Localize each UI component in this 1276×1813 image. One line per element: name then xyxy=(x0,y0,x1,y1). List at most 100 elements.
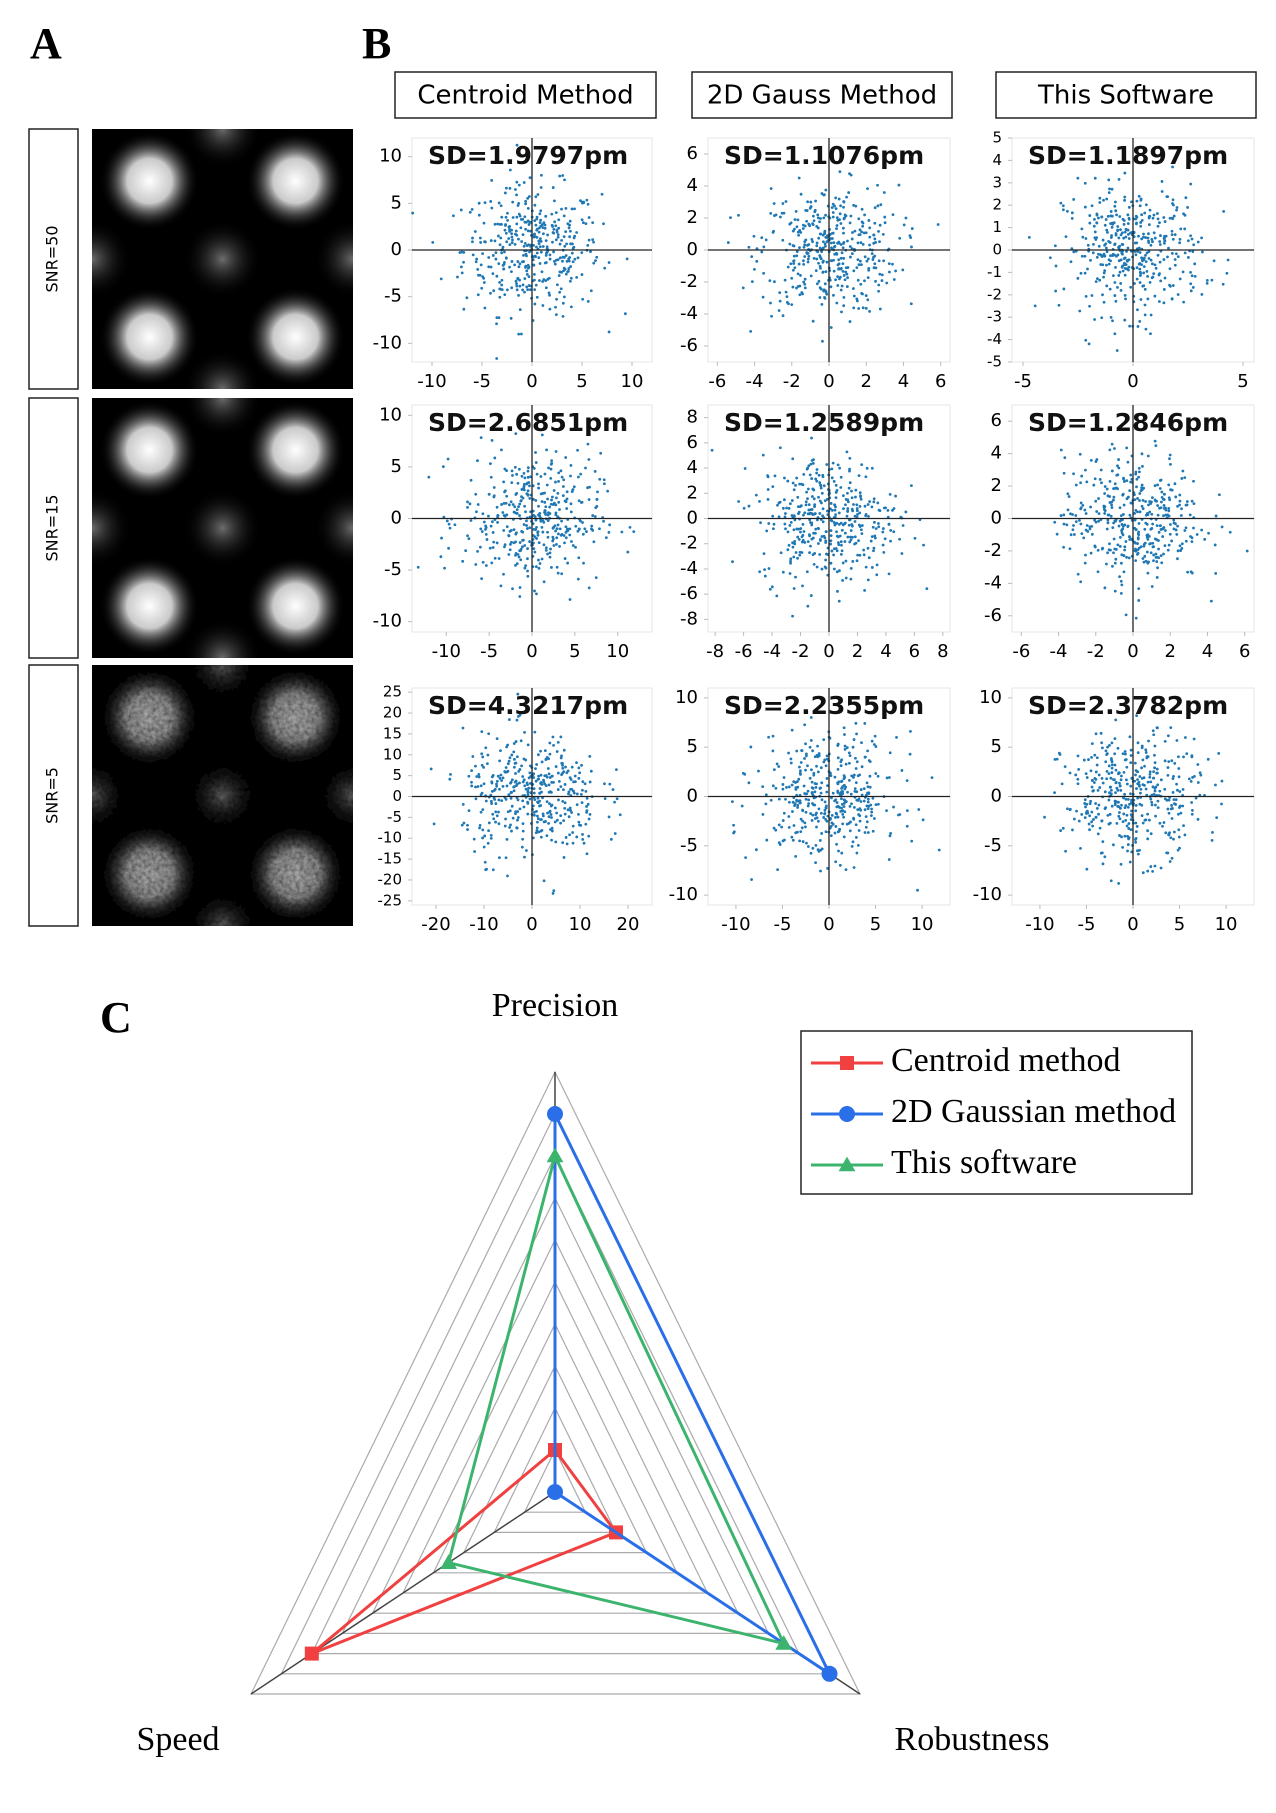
dim-spot xyxy=(183,219,262,299)
scatter-dot xyxy=(1192,479,1195,483)
scatter-dot xyxy=(863,589,866,592)
scatter-dot xyxy=(812,796,816,800)
scatter-dot xyxy=(1181,788,1185,791)
scatter-dot xyxy=(484,564,488,567)
scatter-dot xyxy=(476,503,480,506)
column-title: Centroid Method xyxy=(417,81,633,111)
scatter-dot xyxy=(1106,814,1110,817)
scatter-dot xyxy=(1089,769,1093,773)
scatter-dot xyxy=(873,237,877,241)
scatter-dot xyxy=(797,510,801,514)
scatter-dot xyxy=(824,188,828,192)
scatter-dot xyxy=(808,223,811,227)
scatter-dot xyxy=(1137,246,1141,250)
scatter-dot xyxy=(806,497,809,501)
scatter-dot xyxy=(1158,240,1162,243)
scatter-dot xyxy=(1110,804,1114,808)
scatter-dot xyxy=(532,263,536,267)
scatter-dot xyxy=(1134,809,1138,813)
scatter-dot xyxy=(492,817,496,821)
scatter-dot xyxy=(767,735,771,739)
scatter-dot xyxy=(777,797,781,801)
scatter-dot xyxy=(543,472,547,476)
scatter-dot xyxy=(509,780,513,784)
scatter-dot xyxy=(603,266,607,270)
scatter-dot xyxy=(500,283,504,287)
scatter-dot xyxy=(863,755,867,759)
scatter-dot xyxy=(813,210,817,214)
scatter-dot xyxy=(868,500,872,503)
scatter-dot xyxy=(1106,230,1109,234)
scatter-dot xyxy=(608,523,612,527)
row-label-box xyxy=(28,664,79,927)
scatter-dot xyxy=(799,527,803,530)
scatter-dot xyxy=(864,815,868,819)
scatter-dot xyxy=(588,755,592,758)
scatter-dot xyxy=(1134,840,1138,844)
scatter-dot xyxy=(781,819,785,822)
scatter-dot xyxy=(481,512,485,516)
scatter-dot xyxy=(525,269,529,273)
scatter-dot xyxy=(885,776,889,780)
scatter-dot xyxy=(863,721,867,725)
scatter-dot xyxy=(1059,829,1063,832)
scatter-dot xyxy=(848,245,852,248)
scatter-dot xyxy=(560,519,563,523)
scatter-dot xyxy=(824,830,828,834)
scatter-dot xyxy=(1063,765,1067,768)
scatter-dot xyxy=(1078,309,1082,313)
scatter-dot xyxy=(1162,552,1165,556)
scatter-dot xyxy=(499,584,503,588)
scatter-dot xyxy=(1123,750,1127,753)
scatter-dot xyxy=(1110,763,1114,767)
scatter-dot xyxy=(491,774,495,777)
scatter-dot xyxy=(625,257,629,261)
scatter-dot xyxy=(807,503,811,507)
scatter-dot xyxy=(508,168,512,172)
scatter-dot xyxy=(1109,236,1113,239)
scatter-dot xyxy=(1084,772,1088,775)
scatter-dot xyxy=(858,233,862,237)
scatter-dot xyxy=(1200,293,1204,296)
scatter-dot xyxy=(541,280,545,283)
scatter-dot xyxy=(1141,821,1145,825)
scatter-dot xyxy=(832,480,836,483)
scatter-dot xyxy=(840,543,843,547)
scatter-dot xyxy=(760,236,764,240)
scatter-dot xyxy=(569,305,573,309)
scatter-dot xyxy=(839,540,843,544)
scatter-dot xyxy=(876,802,880,806)
scatter-dot xyxy=(1095,212,1099,216)
scatter-dot xyxy=(876,204,880,208)
scatter-dot xyxy=(866,546,870,550)
scatter-dot xyxy=(561,485,565,488)
scatter-dot xyxy=(522,538,525,542)
scatter-dot xyxy=(910,245,913,249)
scatter-dot xyxy=(1169,726,1173,730)
scatter-dot xyxy=(829,507,832,511)
scatter-dot xyxy=(547,772,551,776)
scatter-dot xyxy=(867,792,871,796)
scatter-dot xyxy=(1100,741,1104,745)
scatter-dot xyxy=(1115,349,1119,352)
scatter-dot xyxy=(1102,252,1106,256)
scatter-dot xyxy=(1154,499,1157,503)
scatter-dot xyxy=(526,547,529,550)
scatter-dot xyxy=(531,497,535,501)
scatter-dot xyxy=(1139,489,1143,493)
scatter-dot xyxy=(524,787,528,791)
scatter-dot xyxy=(775,762,779,766)
scatter-dot xyxy=(564,765,567,769)
scatter-dot xyxy=(527,284,531,287)
scatter-dot xyxy=(600,192,604,196)
scatter-dot xyxy=(1195,533,1199,536)
scatter-dot xyxy=(518,541,522,544)
scatter-dot xyxy=(844,559,848,563)
scatter-dot xyxy=(496,234,500,238)
scatter-dot xyxy=(1144,260,1148,264)
scatter-dot xyxy=(838,827,841,831)
x-tick-label: 5 xyxy=(1174,914,1185,935)
scatter-dot xyxy=(839,288,843,292)
scatter-dot xyxy=(1134,549,1138,553)
scatter-dot xyxy=(771,734,775,738)
